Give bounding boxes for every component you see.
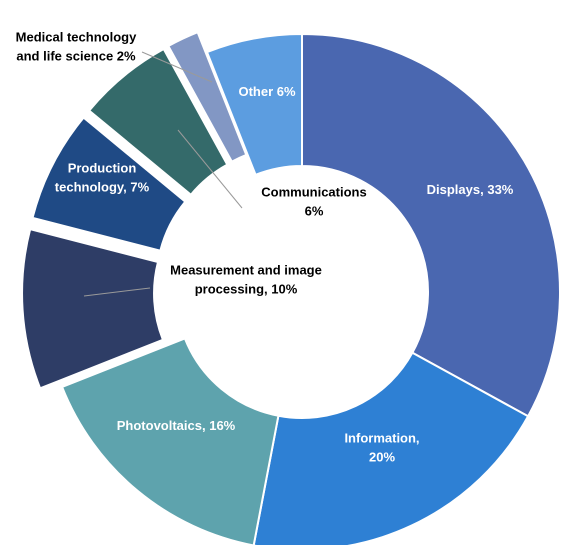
slice-medical-technology-and-life-science bbox=[166, 30, 248, 164]
leader-line-medical-technology-and-life-science bbox=[141, 51, 213, 83]
slice-label-medical-technology-and-life-science: Medical technology bbox=[16, 30, 137, 45]
slice-label-photovoltaics: Photovoltaics, 16% bbox=[117, 418, 236, 433]
leader-line-measurement-and-image-processing bbox=[83, 287, 151, 297]
slice-displays bbox=[301, 32, 561, 418]
slice-label-communications: Communications bbox=[261, 185, 366, 200]
slice-label-information: Information, bbox=[344, 431, 419, 446]
slice-label-displays: Displays, 33% bbox=[427, 182, 514, 197]
slice-other bbox=[205, 32, 303, 177]
slice-label-medical-technology-and-life-science: and life science 2% bbox=[16, 49, 136, 64]
slice-label-measurement-and-image-processing: processing, 10% bbox=[195, 282, 298, 297]
slices bbox=[21, 30, 561, 545]
slice-information bbox=[252, 351, 530, 545]
slice-label-communications: 6% bbox=[305, 204, 324, 219]
leader-line-communications bbox=[177, 129, 243, 209]
slice-label-measurement-and-image-processing: Measurement and image bbox=[170, 263, 322, 278]
slice-production-technology bbox=[31, 116, 187, 252]
slice-label-production-technology: technology, 7% bbox=[55, 180, 150, 195]
slice-label-production-technology: Production bbox=[68, 161, 137, 176]
slice-photovoltaics bbox=[60, 337, 280, 545]
slice-label-information: 20% bbox=[369, 450, 395, 465]
slice-communications bbox=[87, 47, 229, 197]
slice-label-other: Other 6% bbox=[238, 84, 296, 99]
slice-labels: Displays, 33% Information, 20% Photovoltaic… bbox=[16, 30, 514, 465]
slice-measurement-and-image-processing bbox=[21, 228, 165, 390]
